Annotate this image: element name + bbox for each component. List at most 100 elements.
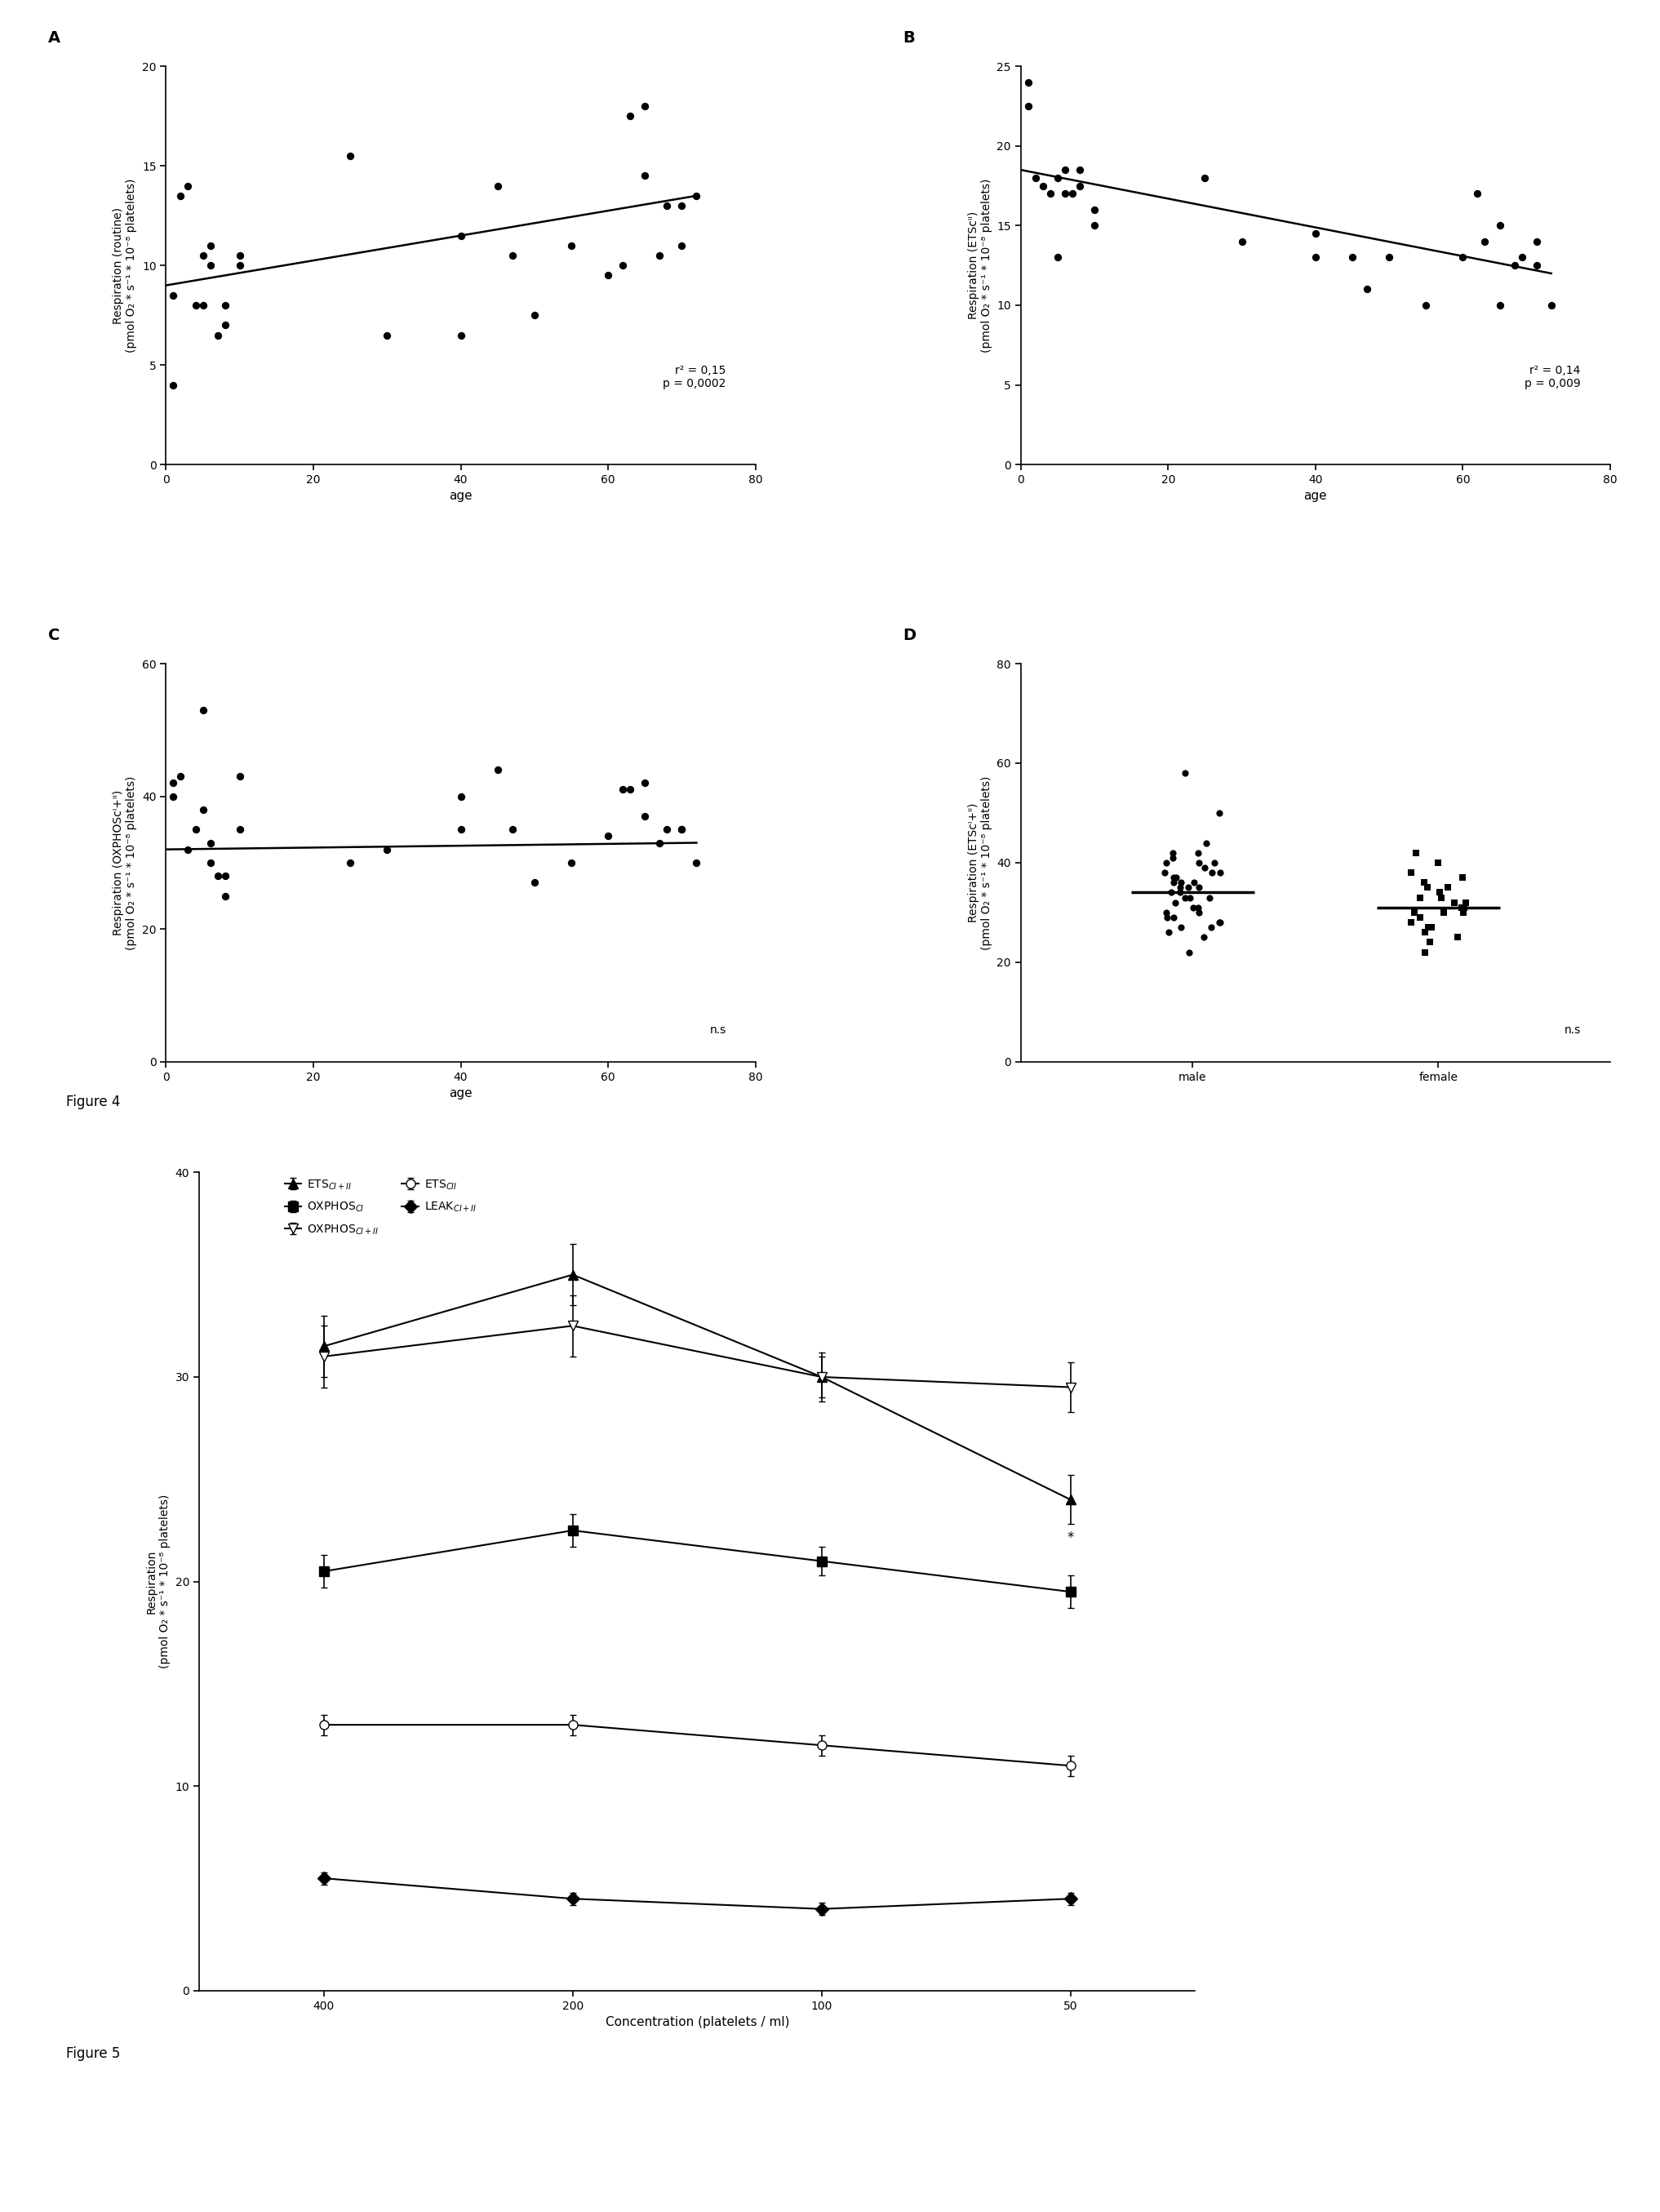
Point xyxy=(337,845,364,880)
Point xyxy=(558,845,584,880)
Point xyxy=(632,765,659,801)
Point xyxy=(1014,64,1041,100)
Point xyxy=(1159,841,1185,876)
Point xyxy=(684,845,710,880)
Point xyxy=(226,759,252,794)
Point xyxy=(684,179,710,215)
Point xyxy=(159,367,186,403)
Point xyxy=(1418,909,1444,945)
Point xyxy=(1066,153,1092,188)
Point xyxy=(618,772,644,807)
Point xyxy=(1052,177,1079,212)
Y-axis label: Respiration (routine)
(pmol O₂ * s⁻¹ * 10⁻⁸ platelets): Respiration (routine) (pmol O₂ * s⁻¹ * 1… xyxy=(113,179,138,352)
Point xyxy=(485,752,511,787)
Point xyxy=(1398,856,1424,891)
Point xyxy=(521,299,548,334)
Point xyxy=(1301,239,1328,274)
Point xyxy=(1403,836,1429,872)
Point xyxy=(226,239,252,274)
Point xyxy=(1169,909,1195,945)
Point xyxy=(521,865,548,900)
Point xyxy=(1426,876,1452,911)
Text: r² = 0,14
p = 0,009: r² = 0,14 p = 0,009 xyxy=(1524,365,1580,389)
Point xyxy=(189,692,216,728)
Point xyxy=(1408,900,1434,936)
Point xyxy=(1197,880,1223,916)
Point xyxy=(1154,845,1180,880)
Point xyxy=(1413,933,1439,969)
Point xyxy=(594,818,621,854)
Point xyxy=(1160,900,1187,936)
Point xyxy=(1167,876,1194,911)
Point xyxy=(1014,88,1041,124)
Point xyxy=(1537,288,1564,323)
Point xyxy=(500,239,526,274)
Point xyxy=(212,858,239,894)
Point xyxy=(183,288,209,323)
Point xyxy=(1160,865,1187,900)
Point xyxy=(1200,845,1227,880)
X-axis label: age: age xyxy=(450,491,473,502)
Point xyxy=(669,812,696,847)
Point xyxy=(174,168,201,204)
Point xyxy=(1155,916,1182,951)
Point xyxy=(632,159,659,195)
Point xyxy=(1424,845,1451,880)
Point xyxy=(1486,208,1512,243)
Point xyxy=(1172,757,1199,792)
Point xyxy=(1162,860,1189,896)
Point xyxy=(1180,889,1207,925)
Point xyxy=(1081,208,1107,243)
Point xyxy=(1411,916,1438,951)
Point xyxy=(618,100,644,135)
Point xyxy=(1524,223,1550,259)
Point xyxy=(212,288,239,323)
Point xyxy=(609,772,636,807)
Point xyxy=(1509,239,1536,274)
Point xyxy=(159,779,186,814)
Point xyxy=(1431,894,1457,929)
Text: D: D xyxy=(903,628,916,644)
Point xyxy=(448,319,475,354)
Point xyxy=(1414,909,1441,945)
Point xyxy=(632,799,659,834)
Point xyxy=(1185,894,1212,929)
Point xyxy=(1199,856,1225,891)
Point xyxy=(1355,272,1381,307)
Point xyxy=(1185,889,1212,925)
Point xyxy=(594,259,621,294)
Point xyxy=(189,792,216,827)
Point xyxy=(1434,869,1461,905)
Text: n.s: n.s xyxy=(1564,1024,1580,1035)
Point xyxy=(669,812,696,847)
Point xyxy=(1428,880,1454,916)
Point xyxy=(1192,849,1218,885)
Point xyxy=(1059,177,1086,212)
Y-axis label: Respiration
(pmol O₂ * s⁻¹ * 10⁻⁸ platelets): Respiration (pmol O₂ * s⁻¹ * 10⁻⁸ platel… xyxy=(146,1495,171,1668)
Point xyxy=(448,779,475,814)
Point xyxy=(374,319,400,354)
Point xyxy=(1190,920,1217,956)
Point xyxy=(1228,223,1255,259)
Text: B: B xyxy=(903,31,915,46)
Point xyxy=(1449,239,1476,274)
Point xyxy=(1194,825,1220,860)
Y-axis label: Respiration (ETSᴄᴵᴵ)
(pmol O₂ * s⁻¹ * 10⁻⁸ platelets): Respiration (ETSᴄᴵᴵ) (pmol O₂ * s⁻¹ * 10… xyxy=(968,179,993,352)
Point xyxy=(1159,836,1185,872)
Point xyxy=(500,812,526,847)
Point xyxy=(159,276,186,312)
Text: C: C xyxy=(48,628,60,644)
Point xyxy=(159,765,186,801)
Text: *: * xyxy=(1067,1531,1074,1546)
Text: r² = 0,15
p = 0,0002: r² = 0,15 p = 0,0002 xyxy=(662,365,725,389)
Point xyxy=(1023,159,1049,195)
Point xyxy=(485,168,511,204)
Point xyxy=(1044,239,1071,274)
Point xyxy=(669,228,696,263)
Point xyxy=(1175,869,1202,905)
Point xyxy=(189,288,216,323)
X-axis label: Concentration (platelets / ml): Concentration (platelets / ml) xyxy=(606,2017,788,2028)
Point xyxy=(1444,920,1471,956)
Point xyxy=(183,812,209,847)
Point xyxy=(1205,905,1232,940)
